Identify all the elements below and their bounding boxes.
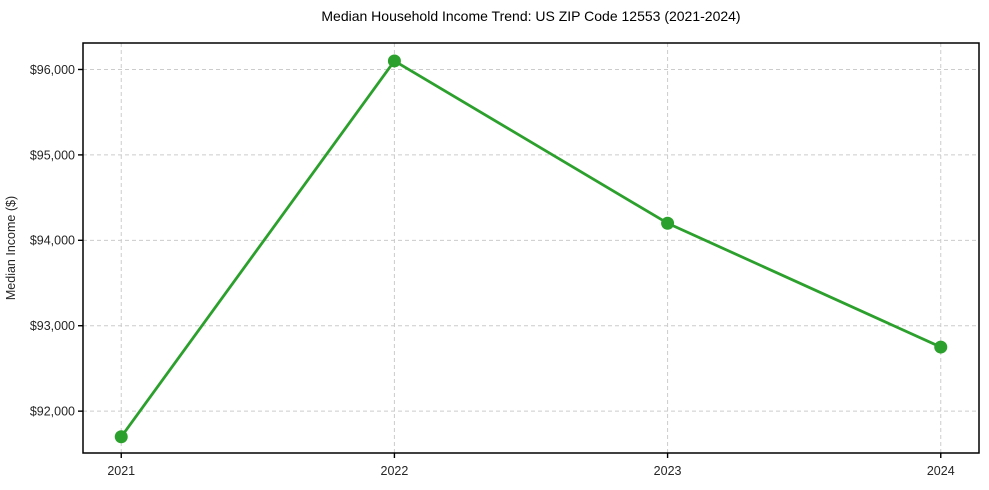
- x-tick-label: 2021: [107, 464, 135, 478]
- y-tick-label: $96,000: [30, 63, 75, 77]
- grid-layer: [83, 43, 979, 453]
- y-tick-label: $93,000: [30, 319, 75, 333]
- x-tick-label: 2022: [381, 464, 409, 478]
- axis-layer: $92,000 $93,000 $94,000 $95,000 $96,000 2021 2…: [30, 42, 980, 478]
- income-trend-line: [119, 59, 943, 439]
- income-line-series: [114, 54, 948, 444]
- x-tick-label: 2024: [927, 464, 955, 478]
- data-point-2021: [114, 430, 128, 444]
- data-point-2024: [934, 340, 948, 354]
- y-tick-label: $95,000: [30, 148, 75, 162]
- chart-title: Median Household Income Trend: US ZIP Co…: [321, 8, 740, 24]
- y-tick-label: $94,000: [30, 234, 75, 248]
- plot-border: [82, 42, 980, 454]
- data-point-2023: [661, 216, 675, 230]
- y-tick-label: $92,000: [30, 405, 75, 419]
- x-tick-label: 2023: [654, 464, 682, 478]
- data-point-2022: [387, 54, 401, 68]
- y-axis-label: Median Income ($): [4, 196, 18, 300]
